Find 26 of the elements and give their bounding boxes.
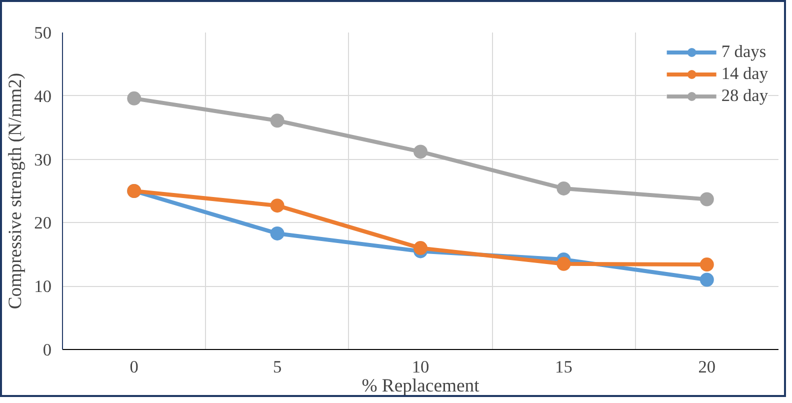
point xyxy=(556,181,571,196)
point xyxy=(127,91,142,106)
point xyxy=(700,192,714,206)
point xyxy=(700,272,714,287)
point xyxy=(414,241,428,256)
x-tick-label: 0 xyxy=(130,358,138,376)
y-tick-label: 0 xyxy=(42,340,52,360)
y-axis-title: Compressive strength (N/mm2) xyxy=(5,72,26,310)
x-tick-label: 20 xyxy=(698,358,716,376)
point xyxy=(270,114,284,128)
legend-label: 7 days xyxy=(721,42,766,62)
point xyxy=(270,226,284,240)
y-tick-label: 20 xyxy=(34,214,52,233)
y-tick-label: 50 xyxy=(34,24,52,42)
y-tick-label: 10 xyxy=(34,277,52,296)
point xyxy=(270,198,284,213)
point xyxy=(700,258,714,272)
legend-label: 28 day xyxy=(721,86,768,106)
x-tick-label: 10 xyxy=(412,358,430,376)
x-tick-label: 5 xyxy=(272,358,282,376)
y-tick-label: 40 xyxy=(34,86,52,106)
point xyxy=(556,256,571,271)
point xyxy=(414,144,428,159)
x-tick-label: 15 xyxy=(555,358,572,376)
legend-label: 14 day xyxy=(721,64,768,84)
y-tick-label: 30 xyxy=(34,150,52,170)
